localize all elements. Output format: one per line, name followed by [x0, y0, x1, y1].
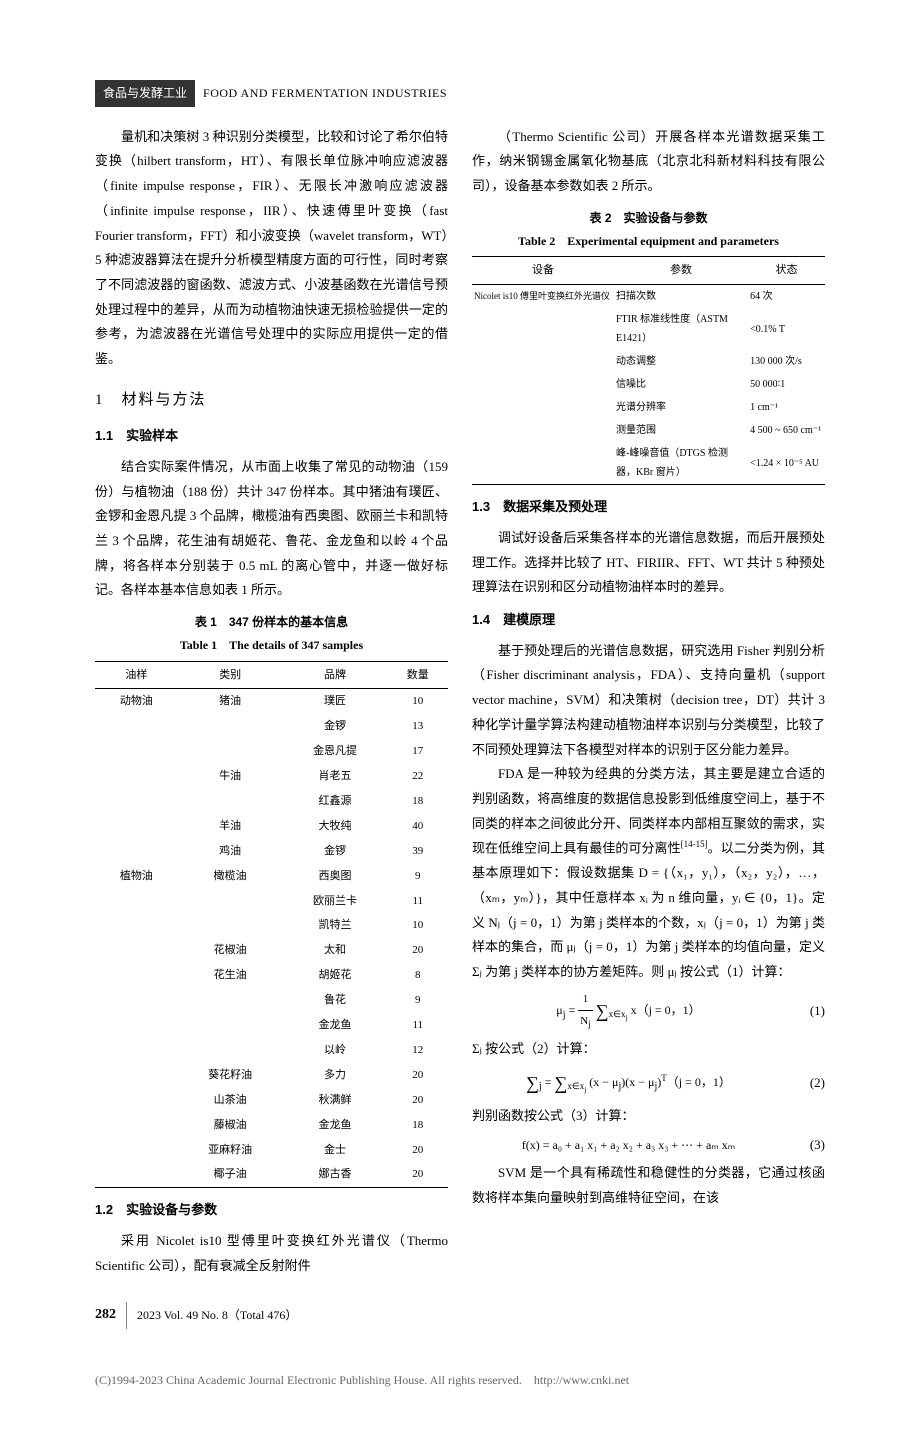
eq2-lead: Σⱼ 按公式（2）计算：: [472, 1037, 825, 1062]
table-row: 欧丽兰卡11: [95, 889, 448, 914]
table-row: 藤椒油金龙鱼18: [95, 1113, 448, 1138]
table-row: Nicolet is10 傅里叶变换红外光谱仪扫描次数64 次: [472, 285, 825, 309]
intro-paragraph: 量机和决策树 3 种识别分类模型，比较和讨论了希尔伯特变换（hilbert tr…: [95, 125, 448, 372]
section-1-4-para-b: FDA 是一种较为经典的分类方法，其主要是建立合适的判别函数，将高维度的数据信息…: [472, 762, 825, 985]
table-row: 信噪比50 000∶1: [472, 373, 825, 396]
table-header: 类别: [178, 661, 283, 689]
table-row: 鲁花9: [95, 988, 448, 1013]
section-1-3-para: 调试好设备后采集各样本的光谱信息数据，而后开展预处理工作。选择并比较了 HT、F…: [472, 526, 825, 600]
eq3-lead: 判别函数按公式（3）计算：: [472, 1104, 825, 1129]
table-header: 油样: [95, 661, 178, 689]
eq3-body: f(x) = a₀ + a₁ x₁ + a₂ x₂ + a₃ x₃ + ⋯ + …: [472, 1134, 785, 1157]
copyright-line: (C)1994-2023 China Academic Journal Elec…: [95, 1369, 825, 1392]
table-row: 葵花籽油多力20: [95, 1063, 448, 1088]
eqnum-2: (2): [785, 1071, 825, 1096]
section-1-2-para-cont: （Thermo Scientific 公司）开展各样本光谱数据采集工作，纳米钢锡…: [472, 125, 825, 199]
table-row: 金龙鱼11: [95, 1013, 448, 1038]
equation-3: f(x) = a₀ + a₁ x₁ + a₂ x₂ + a₃ x₃ + ⋯ + …: [472, 1133, 825, 1158]
journal-name-cn: 食品与发酵工业: [95, 80, 195, 107]
svm-para: SVM 是一个具有稀疏性和稳健性的分类器，它通过核函数将样本集向量映射到高维特征…: [472, 1161, 825, 1210]
table-row: 花生油胡姬花8: [95, 963, 448, 988]
eqnum-1: (1): [785, 999, 825, 1024]
table-row: 亚麻籽油金士20: [95, 1138, 448, 1163]
page-footer: 282 2023 Vol. 49 No. 8（Total 476）: [95, 1302, 825, 1329]
section-1-1-title: 1.1 实验样本: [95, 424, 448, 449]
table1-caption-en: Table 1 The details of 347 samples: [95, 634, 448, 657]
table-row: 花椒油太和20: [95, 938, 448, 963]
table-2: 设备参数状态 Nicolet is10 傅里叶变换红外光谱仪扫描次数64 次FT…: [472, 256, 825, 485]
table-row: 测量范围4 500 ~ 650 cm⁻¹: [472, 419, 825, 442]
table-row: FTIR 标准线性度（ASTM E1421）<0.1% T: [472, 308, 825, 350]
table-row: 金锣13: [95, 714, 448, 739]
table-row: 椰子油娜古香20: [95, 1162, 448, 1187]
table-row: 鸡油金锣39: [95, 839, 448, 864]
section-1-3-title: 1.3 数据采集及预处理: [472, 495, 825, 520]
section-1-title: 1 材料与方法: [95, 386, 448, 415]
page-number: 282: [95, 1302, 127, 1329]
section-1-2-para: 采用 Nicolet is10 型傅里叶变换红外光谱仪（Thermo Scien…: [95, 1229, 448, 1278]
table-row: 植物油橄榄油西奥图9: [95, 864, 448, 889]
table2-caption-cn: 表 2 实验设备与参数: [472, 207, 825, 230]
equation-2: ∑j = ∑x∈xj (x − μj)(x − μj)T（j = 0，1） (2…: [472, 1066, 825, 1100]
table-row: 凯特兰10: [95, 913, 448, 938]
table2-caption-en: Table 2 Experimental equipment and param…: [472, 230, 825, 253]
body-columns: 量机和决策树 3 种识别分类模型，比较和讨论了希尔伯特变换（hilbert tr…: [95, 125, 825, 1279]
section-1-1-para: 结合实际案件情况，从市面上收集了常见的动物油（159 份）与植物油（188 份）…: [95, 455, 448, 603]
table-row: 动物油猪油璞匠10: [95, 689, 448, 714]
fda-text-b: 。以二分类为例，其基本原理如下：假设数据集 D = {（x₁，y₁），（x₂，y…: [472, 841, 825, 979]
table-row: 动态调整130 000 次/s: [472, 350, 825, 373]
table-1: 油样类别品牌数量 动物油猪油璞匠10金锣13金恩凡提17牛油肖老五22红鑫源18…: [95, 661, 448, 1189]
table-row: 羊油大牧纯40: [95, 814, 448, 839]
table-row: 山茶油秋满鲜20: [95, 1088, 448, 1113]
issue-info: 2023 Vol. 49 No. 8（Total 476）: [137, 1304, 297, 1327]
table-header: 参数: [614, 257, 748, 285]
section-1-4-title: 1.4 建模原理: [472, 608, 825, 633]
table-header: 状态: [748, 257, 825, 285]
table-header: 品牌: [283, 661, 388, 689]
table-row: 牛油肖老五22: [95, 764, 448, 789]
table-row: 金恩凡提17: [95, 739, 448, 764]
table-header: 设备: [472, 257, 614, 285]
table-row: 光谱分辨率1 cm⁻¹: [472, 396, 825, 419]
section-1-2-title: 1.2 实验设备与参数: [95, 1198, 448, 1223]
journal-name-en: FOOD AND FERMENTATION INDUSTRIES: [195, 80, 455, 107]
eqnum-3: (3): [785, 1133, 825, 1158]
table1-caption-cn: 表 1 347 份样本的基本信息: [95, 611, 448, 634]
table-row: 以岭12: [95, 1038, 448, 1063]
section-1-4-para-a: 基于预处理后的光谱信息数据，研究选用 Fisher 判别分析（Fisher di…: [472, 639, 825, 762]
table-header: 数量: [387, 661, 448, 689]
ref-14-15: [14-15]: [681, 839, 708, 849]
journal-header: 食品与发酵工业 FOOD AND FERMENTATION INDUSTRIES: [95, 80, 825, 107]
table-row: 峰-峰噪音值（DTGS 检测器，KBr 窗片）<1.24 × 10⁻⁵ AU: [472, 442, 825, 485]
equation-1: μj = 1Nj ∑x∈xj x（j = 0，1） (1): [472, 989, 825, 1034]
table-row: 红鑫源18: [95, 789, 448, 814]
